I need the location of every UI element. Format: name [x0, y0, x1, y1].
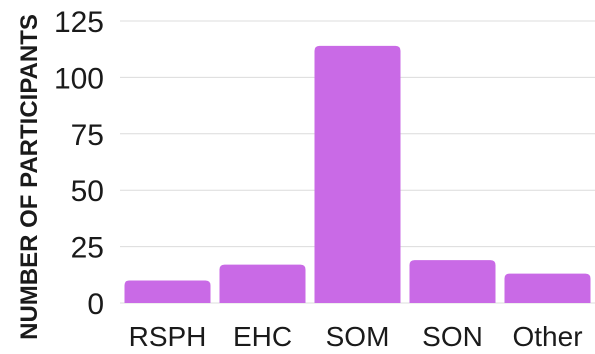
y-tick-label-75: 75 — [71, 119, 104, 152]
bar-other — [504, 273, 591, 303]
y-tick-label-100: 100 — [54, 62, 104, 95]
bar-som — [314, 45, 401, 303]
bar-ehc — [219, 264, 306, 303]
y-tick-label-125: 125 — [54, 6, 104, 39]
x-tick-label-rsph: RSPH — [129, 321, 207, 352]
x-tick-label-other: Other — [512, 321, 582, 352]
bar-son — [409, 260, 496, 303]
x-tick-labels: RSPH EHC SOM SON Other — [129, 321, 583, 352]
y-tick-label-50: 50 — [71, 175, 104, 208]
y-axis-label: NUMBER OF PARTICIPANTS — [16, 14, 43, 340]
x-tick-label-ehc: EHC — [233, 321, 292, 352]
x-tick-label-son: SON — [422, 321, 483, 352]
x-tick-label-som: SOM — [326, 321, 390, 352]
bars — [124, 45, 591, 303]
y-tick-label-25: 25 — [71, 232, 104, 265]
y-tick-label-0: 0 — [87, 288, 104, 321]
bar-rsph — [124, 280, 211, 303]
y-tick-labels: 0 25 50 75 100 125 — [54, 6, 104, 321]
